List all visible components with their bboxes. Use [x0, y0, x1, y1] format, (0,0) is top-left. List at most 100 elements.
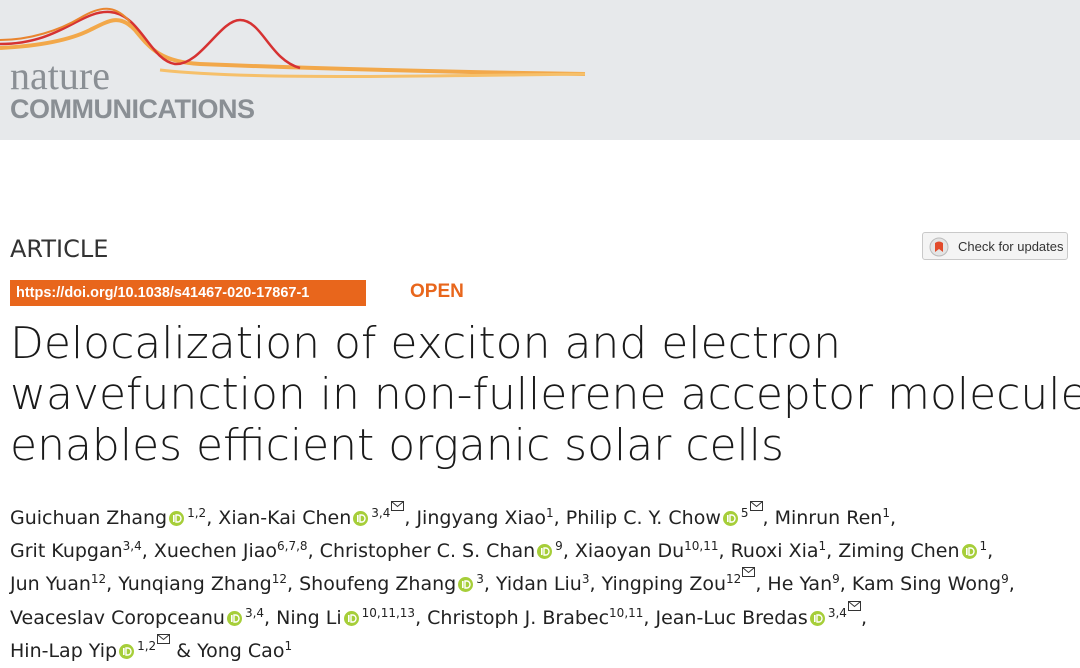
author-line: Hin-Lap Yip 1,2 & Yong Cao1 [10, 634, 1015, 668]
author-name[interactable]: Jun Yuan [10, 573, 91, 595]
article-type: ARTICLE [10, 235, 109, 263]
affiliation: 9 [555, 538, 563, 553]
author-line: Jun Yuan12, Yunqiang Zhang12, Shoufeng Z… [10, 567, 1015, 601]
logo-text: COMMUNICATIONS [10, 94, 255, 124]
author-name[interactable]: Grit Kupgan [10, 539, 123, 562]
affiliation: 10,11 [684, 538, 719, 553]
orcid-icon[interactable] [722, 511, 738, 526]
separator: , [307, 539, 320, 562]
affiliation: 5 [741, 501, 763, 520]
author-name[interactable]: Ruoxi Xia [730, 539, 819, 562]
separator: , [553, 507, 566, 529]
orcid-icon[interactable] [226, 610, 242, 626]
affiliation: 1 [882, 506, 890, 520]
affiliation: 10,11 [609, 605, 644, 620]
separator: , [206, 507, 219, 529]
author-name[interactable]: Kam Sing Wong [851, 573, 1002, 595]
affiliation: 1 [284, 639, 293, 653]
affiliation: 1,2 [187, 506, 207, 520]
author-name[interactable]: Jean-Luc Bredas [655, 606, 808, 629]
author-name[interactable]: Ning Li [276, 606, 342, 629]
separator: , [483, 573, 496, 595]
author-name[interactable]: Philip C. Y. Chow [565, 507, 721, 529]
separator: , [287, 573, 300, 595]
check-updates-button[interactable]: Check for updates [922, 232, 1068, 260]
separator: , [404, 507, 417, 529]
open-access: OPEN [410, 281, 464, 302]
affiliation: 3,4 [371, 501, 405, 520]
orcid-icon[interactable] [961, 543, 977, 559]
orcid-icon[interactable] [169, 511, 185, 526]
author-line: Veaceslav Coropceanu 3,4, Ning Li 10,11,13… [10, 600, 1015, 635]
author-line: Guichuan Zhang 1,2, Xian-Kai Chen 3,4, Jin… [10, 501, 1015, 535]
author-name[interactable]: Hin-Lap Yip [10, 640, 118, 662]
separator: , [106, 573, 119, 595]
affiliation: 1 [979, 538, 988, 553]
mail-icon[interactable] [749, 501, 763, 511]
separator: , [718, 539, 731, 562]
author-name[interactable]: Xuechen Jiao [153, 539, 278, 562]
author-line: Grit Kupgan3,4, Xuechen Jiao6,7,8, Chris… [10, 535, 1015, 568]
author-name[interactable]: Christoph J. Brabec [427, 606, 610, 629]
doi-link[interactable]: https://doi.org/10.1038/s41467-020-17867… [10, 280, 366, 306]
separator: , [643, 606, 656, 629]
affiliation: 12 [90, 572, 107, 586]
author-name[interactable]: He Yan [767, 573, 833, 595]
orcid-icon[interactable] [119, 644, 135, 659]
separator: , [860, 606, 867, 629]
title-line: enables efficient organic solar cells [10, 420, 784, 471]
author-name[interactable]: Jingyang Xiao [416, 507, 547, 529]
affiliation: 9 [1001, 572, 1009, 586]
separator: , [839, 573, 852, 595]
logo-waves [0, 7, 586, 78]
button-label: Check for updates [958, 239, 1064, 254]
separator: , [589, 573, 602, 595]
author-name[interactable]: Xiaoyan Du [574, 539, 685, 562]
author-name[interactable]: Yidan Liu [495, 573, 582, 595]
separator: , [1008, 573, 1015, 595]
author-name[interactable]: Yingping Zou [601, 573, 727, 595]
affiliation: 1 [546, 506, 554, 520]
affiliation: 1 [818, 538, 827, 553]
mail-icon[interactable] [742, 567, 756, 577]
affiliation: 3 [476, 572, 484, 586]
affiliation: 9 [832, 572, 840, 586]
author-name[interactable]: Shoufeng Zhang [299, 573, 457, 595]
author-name[interactable]: Minrun Ren [774, 507, 883, 529]
affiliation: 6,7,8 [277, 538, 308, 553]
author-name[interactable]: Guichuan Zhang [10, 507, 168, 529]
orcid-icon[interactable] [458, 577, 474, 592]
title-line: Delocalization of exciton and electron [10, 318, 841, 369]
logo-text: nature [10, 53, 110, 98]
author-name[interactable]: Xian-Kai Chen [218, 507, 352, 529]
author-name[interactable]: Ziming Chen [838, 539, 960, 562]
mail-icon[interactable] [157, 634, 171, 644]
journal-header: nature COMMUNICATIONS [0, 0, 1080, 140]
affiliation: 3,4 [122, 538, 142, 553]
title-line: wavefunction in non-fullerene acceptor m… [10, 369, 1080, 420]
mail-icon[interactable] [847, 600, 861, 611]
author-name[interactable]: Yong Cao [197, 640, 285, 662]
separator: , [826, 539, 839, 562]
affiliation: 3,4 [244, 605, 265, 620]
check-icon [929, 237, 949, 257]
affiliation: 12 [726, 567, 756, 586]
author-name[interactable]: Christopher C. S. Chan [319, 539, 536, 562]
article-title: Delocalization of exciton and electron wa… [10, 318, 1080, 471]
separator: , [141, 539, 154, 562]
orcid-icon[interactable] [809, 610, 825, 626]
author-list: Guichuan Zhang 1,2, Xian-Kai Chen 3,4, Jin… [10, 501, 1015, 668]
author-name[interactable]: Yunqiang Zhang [118, 573, 272, 595]
separator: , [415, 606, 428, 629]
orcid-icon[interactable] [537, 543, 553, 559]
separator: , [562, 539, 575, 562]
mail-icon[interactable] [391, 501, 405, 511]
orcid-icon[interactable] [343, 610, 359, 626]
orcid-icon[interactable] [353, 511, 369, 526]
separator: , [264, 606, 277, 629]
separator: , [762, 507, 775, 529]
separator: , [755, 573, 768, 595]
affiliation: 12 [271, 572, 287, 586]
author-name[interactable]: Veaceslav Coropceanu [10, 606, 225, 629]
